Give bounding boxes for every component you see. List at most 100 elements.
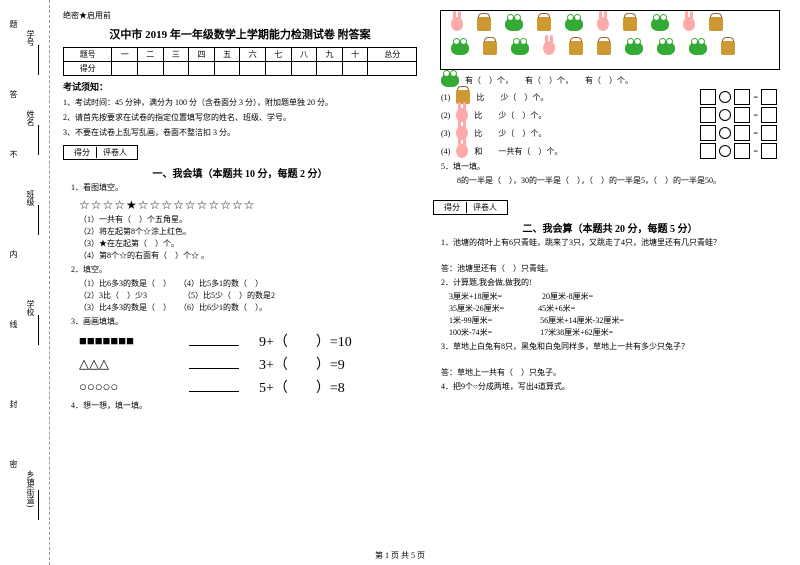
- s2-q2: 2．计算题,我会做,做我的!: [441, 277, 787, 289]
- bind-line: [38, 125, 39, 155]
- bind-lbl: 班级: [25, 190, 36, 206]
- q5-sub: 8的一半是（ ），30的一半是（ ），（ ）的一半是5，（ ）的一半是50。: [449, 175, 787, 187]
- equation-boxes: =: [700, 143, 777, 159]
- shape-sequence: ■■■■■■■: [79, 333, 189, 349]
- box-icon: [734, 125, 750, 141]
- score-empty-cell: [342, 62, 368, 76]
- grader-label: 评卷人: [467, 202, 503, 213]
- score-header-cell: 十: [342, 48, 368, 62]
- bunny-icon: [543, 41, 555, 55]
- score-header-cell: 八: [291, 48, 317, 62]
- comparison-row: (3)比 少（ ）个。=: [441, 125, 787, 141]
- star-row: ☆☆☆☆★☆☆☆☆☆☆☆☆☆☆: [79, 196, 417, 214]
- comparison-row: (2)比 少（ ）个。=: [441, 107, 787, 123]
- animals-image-box: [440, 10, 780, 70]
- shape-sequence: △△△: [79, 356, 189, 372]
- left-column: 绝密★启用前 汉中市 2019 年一年级数学上学期能力检测试卷 附答案 题号一二…: [55, 10, 425, 555]
- comp-text: 和 一共有（ ）个。: [474, 146, 562, 157]
- score-empty-cell: [214, 62, 240, 76]
- comparison-row: (4)和 一共有（ ）个。=: [441, 143, 787, 159]
- score-label: 得分: [68, 147, 97, 158]
- notice-heading: 考试须知：: [63, 80, 417, 93]
- circle-icon: [719, 91, 731, 103]
- box-icon: [761, 143, 777, 159]
- frog-icon: [657, 41, 675, 55]
- q5: 5．填一填。: [441, 161, 787, 173]
- box-icon: [700, 107, 716, 123]
- comp-text: 比 少（ ）个。: [476, 92, 548, 103]
- bind-line: [38, 45, 39, 75]
- bunny-icon: [451, 17, 463, 31]
- bind-marker: 密: [8, 460, 19, 468]
- comp-text: 比 少（ ）个。: [474, 110, 546, 121]
- score-empty-cell: [112, 62, 138, 76]
- bind-lbl: 乡镇(街道): [25, 470, 36, 507]
- row-num: (3): [441, 129, 450, 138]
- bag-icon: [477, 17, 491, 31]
- bunny-icon: [597, 17, 609, 31]
- q4: 4．想一想，填一填。: [71, 400, 417, 412]
- bind-line: [38, 490, 39, 520]
- score-header-cell: 题号: [64, 48, 112, 62]
- bind-marker: 题: [8, 20, 19, 28]
- s2-q3: 3．草地上白兔有8只，黑兔和白兔同样多，草地上一共有多少只兔子？: [441, 341, 787, 353]
- calc-row: 3厘米+18厘米= 20厘米-8厘米=: [449, 291, 787, 303]
- frog-icon: [565, 17, 583, 31]
- exam-title: 汉中市 2019 年一年级数学上学期能力检测试卷 附答案: [63, 26, 417, 42]
- q1-sub: （3）★在左起第（ ）个。: [79, 238, 417, 250]
- frog-icon: [451, 41, 469, 55]
- calc-row: 35厘米-26厘米= 45米+6米=: [449, 303, 787, 315]
- score-empty-cell: [291, 62, 317, 76]
- notice-item: 1、考试时间：45 分钟，满分为 100 分（含卷面分 3 分），附加题单独 2…: [63, 97, 417, 109]
- count-text: 有（ ）个， 有（ ）个， 有（ ）个。: [465, 75, 633, 86]
- frog-icon: [505, 17, 523, 31]
- bunny-icon: [683, 17, 695, 31]
- box-icon: [761, 107, 777, 123]
- comparison-row: (1) 比 少（ ）个。 =: [441, 89, 787, 105]
- row-num: (1): [441, 93, 450, 102]
- bind-marker: 内: [8, 250, 19, 258]
- bind-marker: 线: [8, 320, 19, 328]
- scorer-box: 得分评卷人: [433, 200, 508, 215]
- box-icon: [761, 125, 777, 141]
- bag-icon: [623, 17, 637, 31]
- section1-title: 一、我会填（本题共 10 分，每题 2 分）: [63, 165, 417, 180]
- q1-sub: （4）第8个☆的右面有（ ）个☆ 。: [79, 250, 417, 262]
- box-icon: [761, 89, 777, 105]
- shape-fill-row: ■■■■■■■9+（ ）=10: [79, 331, 417, 351]
- count-line: 有（ ）个， 有（ ）个， 有（ ）个。: [441, 73, 787, 87]
- bag-icon: [537, 17, 551, 31]
- q1: 1．看图填空。: [71, 182, 417, 194]
- circle-icon: [719, 109, 731, 121]
- circle-icon: [719, 127, 731, 139]
- shape-sequence: ○○○○○: [79, 379, 189, 395]
- score-header-cell: 七: [266, 48, 292, 62]
- bind-marker: 不: [8, 150, 19, 158]
- box-icon: [734, 89, 750, 105]
- score-header-cell: 六: [240, 48, 266, 62]
- s2-q1: 1．池塘的荷叶上有6只青蛙，跳来了3只，又跳走了4只，池塘里还有几只青蛙？: [441, 237, 787, 249]
- score-header-cell: 九: [317, 48, 343, 62]
- score-header-cell: 五: [214, 48, 240, 62]
- confidential-label: 绝密★启用前: [63, 10, 417, 21]
- notice-item: 2、请首先按要求在试卷的指定位置填写您的姓名、班级、学号。: [63, 112, 417, 124]
- s2-a1: 答：池塘里还有（ ）只青蛙。: [441, 263, 787, 275]
- fill-line: [189, 359, 239, 369]
- score-empty-cell: [266, 62, 292, 76]
- calc-row: 100米-74米= 17米38厘米+62厘米=: [449, 327, 787, 339]
- q1-sub: （1）一共有（ ）个五角星。: [79, 214, 417, 226]
- shape-fill-row: △△△ 3+（ ）=9: [79, 354, 417, 374]
- score-empty-cell: [240, 62, 266, 76]
- box-icon: [700, 143, 716, 159]
- equation-text: 3+（ ）=9: [259, 354, 345, 374]
- shape-fill-row: ○○○○○5+（ ）=8: [79, 377, 417, 397]
- equation-boxes: =: [700, 89, 777, 105]
- bag-icon: [709, 17, 723, 31]
- score-label: 得分: [438, 202, 467, 213]
- bag-icon: [597, 41, 611, 55]
- score-empty-cell: [189, 62, 215, 76]
- right-column: 有（ ）个， 有（ ）个， 有（ ）个。 (1) 比 少（ ）个。 = (2)比 少（…: [425, 10, 795, 555]
- frog-icon: [651, 17, 669, 31]
- bind-line: [38, 205, 39, 235]
- box-icon: [734, 107, 750, 123]
